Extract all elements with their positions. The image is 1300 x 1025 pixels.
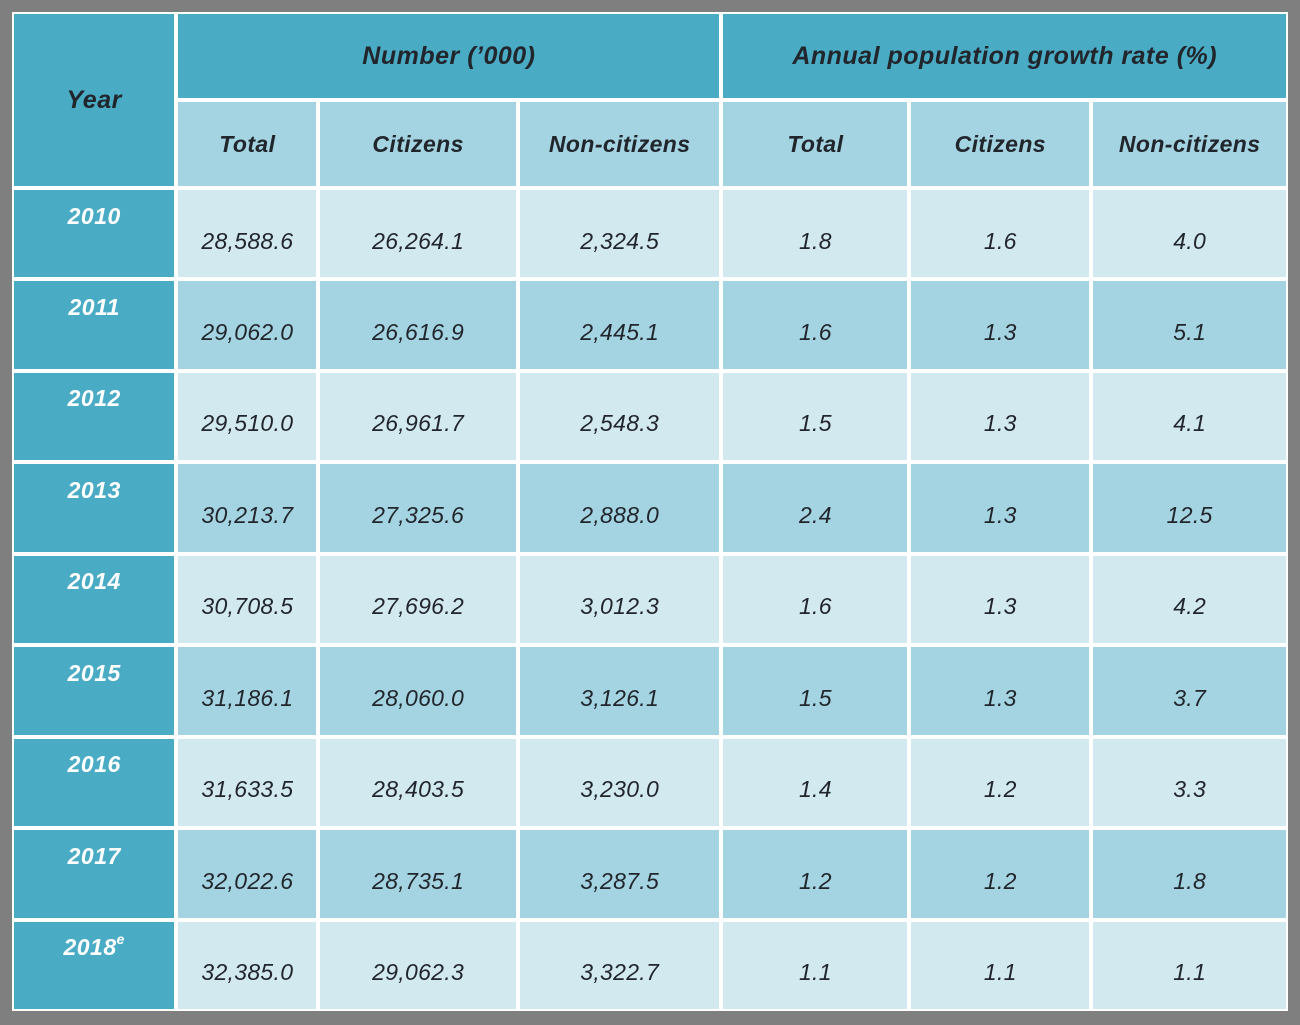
- year-cell: 2018 e: [14, 921, 175, 1009]
- data-cell: 1.1: [723, 921, 908, 1009]
- year-cell: 2014: [14, 555, 175, 644]
- data-cell: 2,888.0: [519, 464, 720, 552]
- data-cell: 28,403.5: [320, 738, 516, 827]
- data-cell: 1.8: [1093, 830, 1286, 918]
- year-label: 2010: [67, 202, 121, 229]
- data-cell: 1.6: [723, 555, 908, 644]
- data-cell: 1.3: [911, 281, 1090, 369]
- data-cell: 32,022.6: [178, 830, 317, 918]
- header-year: Year: [14, 14, 175, 186]
- data-cell: 1.5: [723, 647, 908, 735]
- data-cell: 12.5: [1093, 464, 1286, 552]
- data-cell: 4.1: [1093, 372, 1286, 461]
- year-label: 2013: [67, 476, 121, 503]
- table-frame: Year Number (’000) Annual population gro…: [12, 12, 1288, 1011]
- year-label: 2015: [67, 659, 121, 686]
- year-label: 2017: [67, 842, 121, 869]
- data-cell: 28,060.0: [320, 647, 516, 735]
- year-cell: 2012: [14, 372, 175, 461]
- data-cell: 1.1: [1093, 921, 1286, 1009]
- data-cell: 27,325.6: [320, 464, 516, 552]
- data-cell: 1.6: [911, 190, 1090, 278]
- data-cell: 29,510.0: [178, 372, 317, 461]
- data-cell: 4.2: [1093, 555, 1286, 644]
- data-cell: 2,548.3: [519, 372, 720, 461]
- subheader-number-citizens: Citizens: [320, 102, 516, 186]
- subheader-growth-total: Total: [723, 102, 908, 186]
- year-label: 2016: [67, 751, 121, 778]
- data-cell: 28,735.1: [320, 830, 516, 918]
- subheader-number-non-citizens: Non-citizens: [519, 102, 720, 186]
- year-label: 2018: [63, 934, 117, 961]
- year-cell: 2011: [14, 281, 175, 369]
- data-cell: 2,445.1: [519, 281, 720, 369]
- data-cell: 27,696.2: [320, 555, 516, 644]
- data-cell: 1.3: [911, 555, 1090, 644]
- data-cell: 3.7: [1093, 647, 1286, 735]
- data-cell: 26,616.9: [320, 281, 516, 369]
- data-cell: 28,588.6: [178, 190, 317, 278]
- data-cell: 4.0: [1093, 190, 1286, 278]
- data-cell: 1.8: [723, 190, 908, 278]
- header-number-group: Number (’000): [178, 14, 720, 98]
- data-cell: 1.3: [911, 647, 1090, 735]
- year-cell: 2015: [14, 647, 175, 735]
- data-cell: 3,322.7: [519, 921, 720, 1009]
- data-cell: 3.3: [1093, 738, 1286, 827]
- year-cell: 2017: [14, 830, 175, 918]
- data-cell: 1.3: [911, 372, 1090, 461]
- subheader-growth-citizens: Citizens: [911, 102, 1090, 186]
- data-cell: 29,062.0: [178, 281, 317, 369]
- data-cell: 1.2: [911, 830, 1090, 918]
- data-cell: 2,324.5: [519, 190, 720, 278]
- data-cell: 29,062.3: [320, 921, 516, 1009]
- subheader-growth-non-citizens: Non-citizens: [1093, 102, 1286, 186]
- subheader-number-total: Total: [178, 102, 317, 186]
- data-cell: 1.6: [723, 281, 908, 369]
- year-cell: 2010: [14, 190, 175, 278]
- data-cell: 1.2: [911, 738, 1090, 827]
- data-cell: 30,708.5: [178, 555, 317, 644]
- year-cell: 2013: [14, 464, 175, 552]
- data-cell: 32,385.0: [178, 921, 317, 1009]
- data-cell: 3,230.0: [519, 738, 720, 827]
- data-cell: 31,186.1: [178, 647, 317, 735]
- data-cell: 3,287.5: [519, 830, 720, 918]
- data-cell: 26,961.7: [320, 372, 516, 461]
- data-cell: 1.4: [723, 738, 908, 827]
- year-cell: 2016: [14, 738, 175, 827]
- data-cell: 1.1: [911, 921, 1090, 1009]
- year-label: 2012: [67, 385, 121, 412]
- data-cell: 3,012.3: [519, 555, 720, 644]
- data-cell: 30,213.7: [178, 464, 317, 552]
- header-growth-rate-group: Annual population growth rate (%): [723, 14, 1286, 98]
- data-cell: 26,264.1: [320, 190, 516, 278]
- data-cell: 1.3: [911, 464, 1090, 552]
- data-cell: 1.2: [723, 830, 908, 918]
- year-label: 2011: [68, 293, 120, 320]
- data-cell: 2.4: [723, 464, 908, 552]
- data-cell: 5.1: [1093, 281, 1286, 369]
- year-label: 2014: [67, 568, 121, 595]
- data-cell: 3,126.1: [519, 647, 720, 735]
- data-cell: 1.5: [723, 372, 908, 461]
- data-cell: 31,633.5: [178, 738, 317, 827]
- population-table: Year Number (’000) Annual population gro…: [14, 14, 1286, 1009]
